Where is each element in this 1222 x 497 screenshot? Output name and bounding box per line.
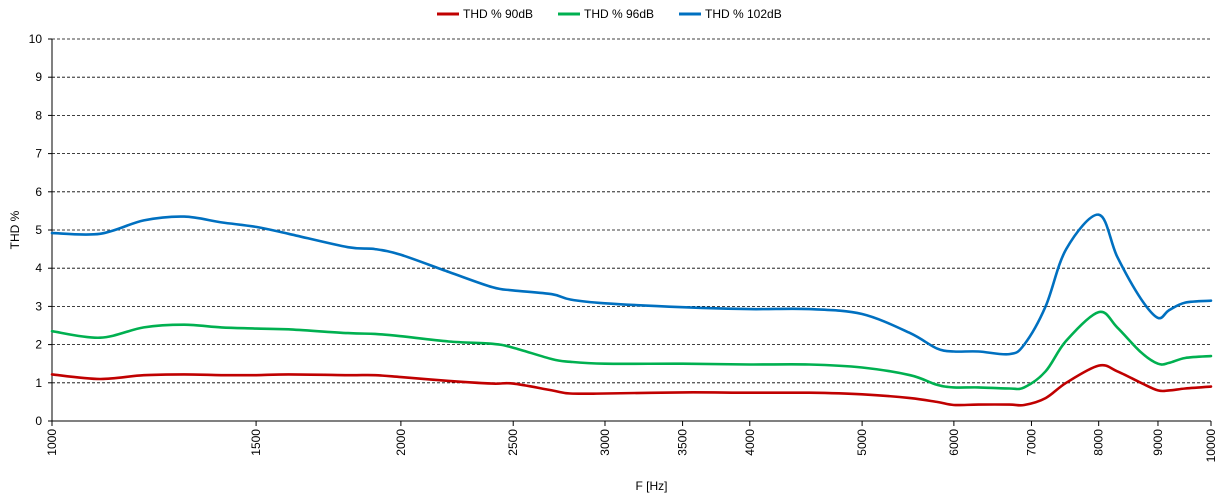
x-tick-label: 2500 [506, 429, 520, 456]
y-tick-label: 1 [35, 376, 42, 390]
x-tick-label: 3500 [676, 429, 690, 456]
x-tick-label: 3000 [598, 429, 612, 456]
x-tick-label: 1000 [45, 429, 59, 456]
legend-label: THD % 96dB [584, 7, 654, 21]
legend: THD % 90dB THD % 96dB THD % 102dB [437, 7, 782, 21]
series-line-3 [50, 213, 1213, 356]
x-axis-title: F [Hz] [636, 479, 668, 493]
y-tick-label: 0 [35, 414, 42, 428]
series-line-2 [50, 310, 1213, 391]
x-tick-label: 9000 [1151, 429, 1165, 456]
x-tick-label: 4000 [743, 429, 757, 456]
x-tick-label: 7000 [1024, 429, 1038, 456]
x-tick-label: 5000 [855, 429, 869, 456]
y-tick-label: 2 [35, 338, 42, 352]
y-axis-title: THD % [8, 210, 22, 249]
y-tick-label: 8 [35, 108, 42, 122]
series-line-1 [50, 363, 1213, 407]
legend-label: THD % 90dB [463, 7, 533, 21]
y-tick-label: 7 [35, 147, 42, 161]
x-tick-label: 8000 [1092, 429, 1106, 456]
legend-label: THD % 102dB [705, 7, 782, 21]
x-tick-label: 2000 [394, 429, 408, 456]
y-tick-label: 10 [29, 32, 43, 46]
x-tick-label: 10000 [1204, 429, 1218, 463]
y-tick-label: 9 [35, 70, 42, 84]
y-tick-label: 3 [35, 299, 42, 313]
x-tick-label: 1500 [249, 429, 263, 456]
y-tick-label: 6 [35, 185, 42, 199]
x-tick-label: 6000 [947, 429, 961, 456]
y-tick-label: 5 [35, 223, 42, 237]
y-tick-label: 4 [35, 261, 42, 275]
